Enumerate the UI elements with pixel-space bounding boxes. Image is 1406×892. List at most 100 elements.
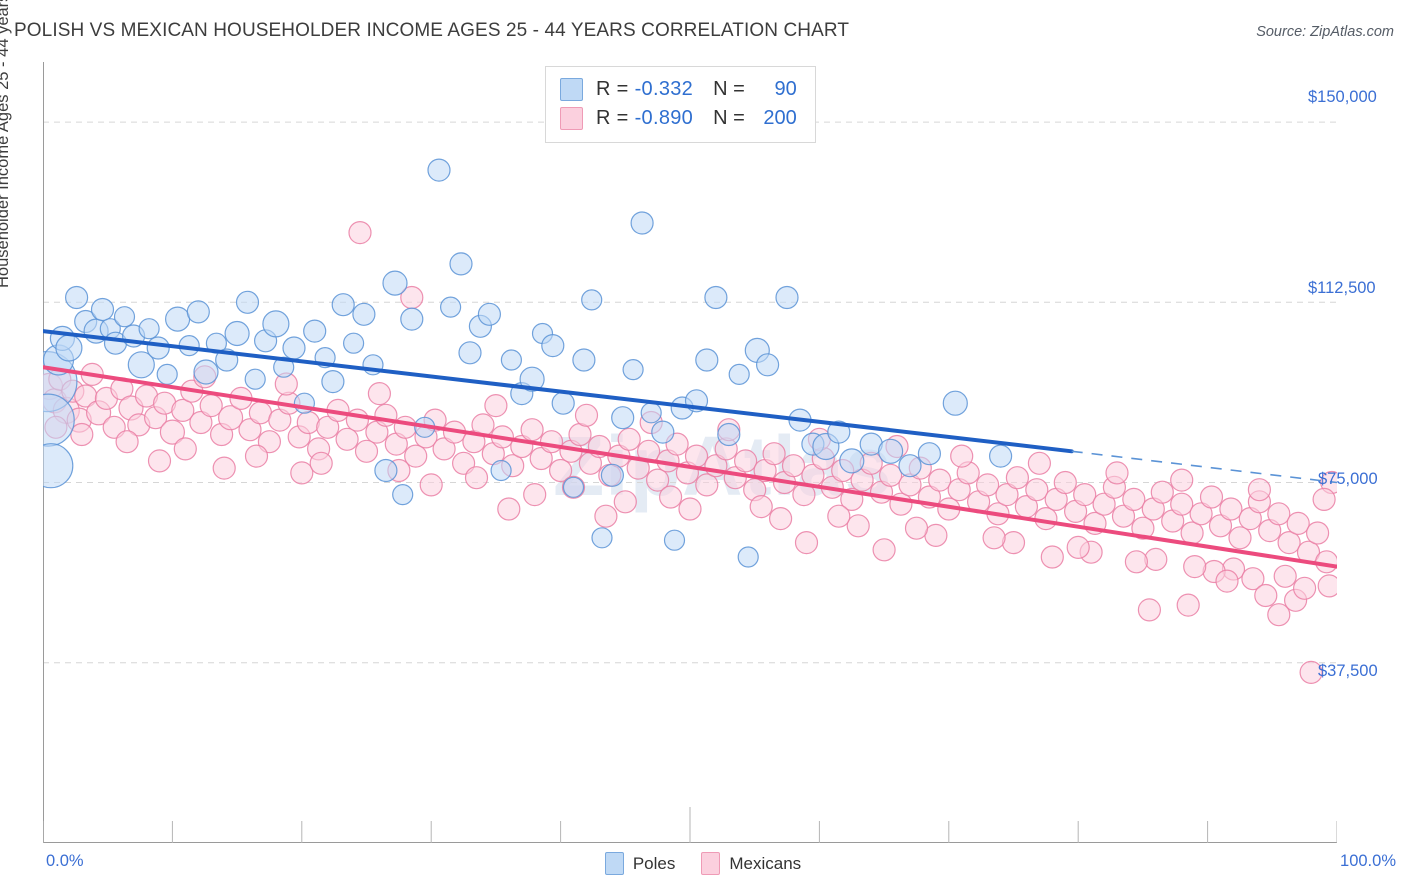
data-point: [541, 334, 565, 358]
data-point: [1111, 504, 1136, 528]
data-point: [244, 444, 269, 468]
data-point: [352, 302, 376, 326]
data-point: [1189, 502, 1213, 526]
data-point: [1286, 511, 1310, 535]
data-point: [127, 351, 155, 379]
data-point: [548, 458, 573, 483]
data-point: [404, 444, 428, 468]
data-point: [988, 444, 1013, 468]
legend-swatch-poles-icon: [604, 852, 624, 875]
data-point: [296, 410, 320, 435]
mexicans-r-value: -0.890: [634, 107, 694, 129]
data-point: [581, 289, 603, 311]
data-point: [1292, 576, 1317, 600]
data-point: [55, 334, 83, 362]
data-point: [898, 454, 922, 478]
y-tick-37500: $37,500: [1318, 662, 1378, 680]
legend-item-mexicans[interactable]: Mexicans: [701, 852, 801, 875]
data-point: [630, 211, 654, 235]
data-point: [464, 466, 489, 490]
legend-label-poles: Poles: [632, 853, 676, 873]
data-point: [839, 448, 865, 474]
mexicans-r-label: R =: [596, 107, 629, 129]
data-point: [1105, 461, 1129, 485]
data-point: [1267, 502, 1291, 526]
data-point: [1312, 487, 1336, 511]
data-point: [400, 307, 424, 331]
data-point: [562, 476, 585, 498]
data-point: [617, 427, 641, 451]
data-point: [393, 415, 417, 439]
y-tick-75000: $75,000: [1318, 470, 1378, 488]
poles-swatch-icon: [560, 78, 583, 101]
data-point: [159, 419, 185, 445]
trendline-poles: [43, 329, 1074, 454]
data-point: [186, 300, 210, 324]
data-point: [613, 490, 637, 514]
data-point: [1027, 451, 1052, 475]
data-point: [1040, 545, 1064, 569]
data-point: [138, 318, 160, 340]
data-point: [238, 418, 262, 442]
data-point: [924, 523, 948, 547]
data-point: [768, 507, 793, 531]
mexicans-swatch-icon: [560, 107, 583, 130]
data-point: [611, 406, 635, 430]
data-point: [500, 349, 522, 371]
data-point: [1199, 485, 1224, 509]
data-point: [458, 341, 482, 365]
page-title: POLISH VS MEXICAN HOUSEHOLDER INCOME AGE…: [14, 20, 850, 41]
data-point: [419, 473, 443, 497]
data-point: [212, 456, 236, 480]
source-label: Source: ZipAtlas.com: [1256, 24, 1394, 40]
data-point: [321, 370, 345, 394]
data-point: [877, 438, 904, 464]
data-point: [622, 359, 644, 381]
scatter-plot-canvas: [43, 62, 1337, 843]
x-tick-max: 100.0%: [1340, 852, 1396, 870]
data-point: [1299, 660, 1323, 685]
series-mexicans: [43, 221, 1337, 685]
data-point: [749, 495, 773, 519]
data-point: [1066, 535, 1090, 559]
data-point: [1273, 564, 1297, 588]
data-point: [490, 459, 512, 482]
data-point: [316, 415, 340, 439]
data-point: [539, 430, 564, 454]
data-point: [290, 461, 314, 485]
data-point: [1215, 569, 1239, 593]
legend-item-poles[interactable]: Poles: [604, 852, 676, 875]
data-point: [43, 443, 74, 489]
data-point: [663, 529, 686, 551]
y-tick-150000: $150,000: [1308, 88, 1377, 106]
data-point: [928, 468, 952, 492]
data-point: [704, 285, 728, 310]
data-point: [1208, 514, 1233, 538]
data-point: [146, 336, 170, 360]
data-point: [374, 458, 398, 483]
poles-n-label: N =: [713, 78, 745, 100]
data-point: [115, 430, 139, 454]
data-point: [1144, 547, 1168, 571]
data-point: [354, 439, 379, 463]
y-axis-title: Householder Income Ages 25 - 44 years: [0, 0, 12, 288]
plot-area: [43, 62, 1337, 843]
mexicans-n-label: N =: [713, 107, 745, 129]
data-point: [1137, 598, 1162, 622]
data-point: [917, 442, 942, 466]
data-point: [1005, 466, 1030, 490]
data-point: [262, 310, 290, 338]
data-point: [520, 418, 544, 442]
data-point: [950, 444, 974, 468]
data-point: [827, 504, 851, 528]
data-point: [551, 391, 575, 415]
data-point: [345, 408, 369, 432]
data-point: [594, 504, 618, 528]
trendlines-layer: [43, 329, 1337, 569]
data-point: [733, 449, 758, 473]
data-point: [1170, 492, 1194, 516]
data-point: [755, 353, 780, 377]
data-point: [1025, 478, 1049, 502]
data-point: [904, 516, 929, 540]
data-point: [1317, 574, 1337, 598]
